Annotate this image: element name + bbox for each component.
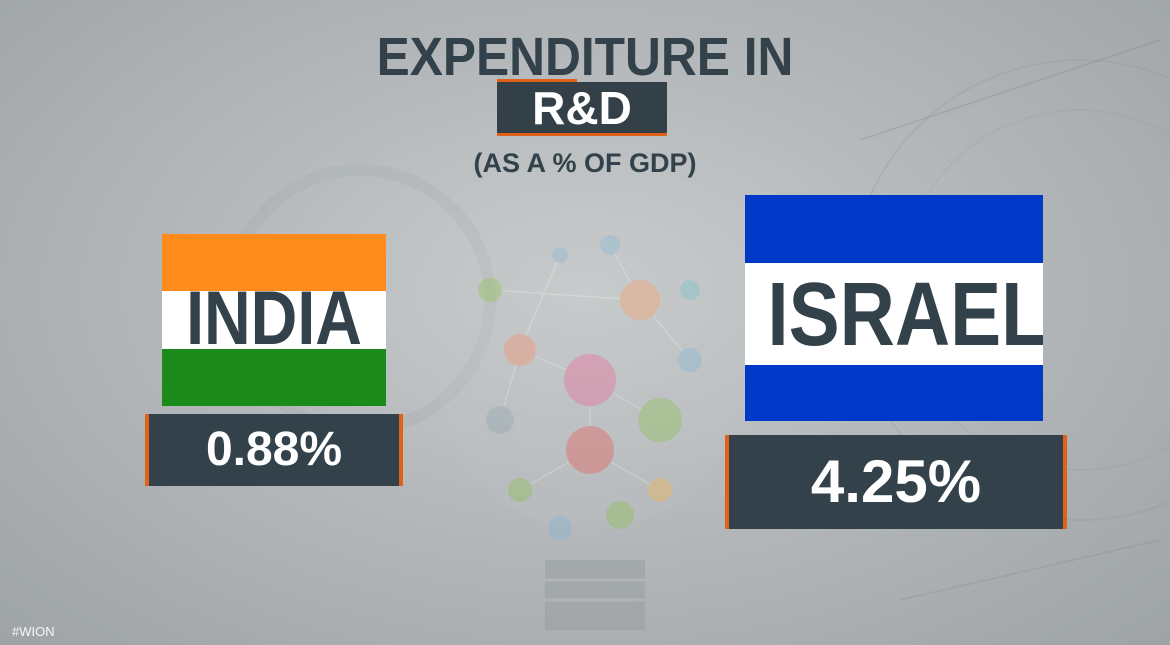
india-flag: INDIA [162, 234, 386, 406]
flag-stripe-blue-top [745, 195, 1043, 263]
flag-stripe-white [162, 291, 386, 349]
flag-stripe-green [162, 348, 386, 406]
title-line2-box: R&D [497, 79, 667, 136]
israel-value: 4.25% [725, 435, 1067, 529]
title-line1: EXPENDITURE IN [376, 27, 794, 87]
flag-stripe-saffron [162, 234, 386, 292]
india-label: INDIA [186, 276, 362, 361]
india-value: 0.88% [145, 414, 403, 486]
flag-stripe-blue-bottom [745, 365, 1043, 421]
israel-flag: ISRAEL [745, 195, 1043, 421]
israel-label: ISRAEL [767, 265, 1043, 365]
watermark: #WION [12, 624, 55, 639]
subtitle: (AS A % OF GDP) [473, 148, 697, 178]
